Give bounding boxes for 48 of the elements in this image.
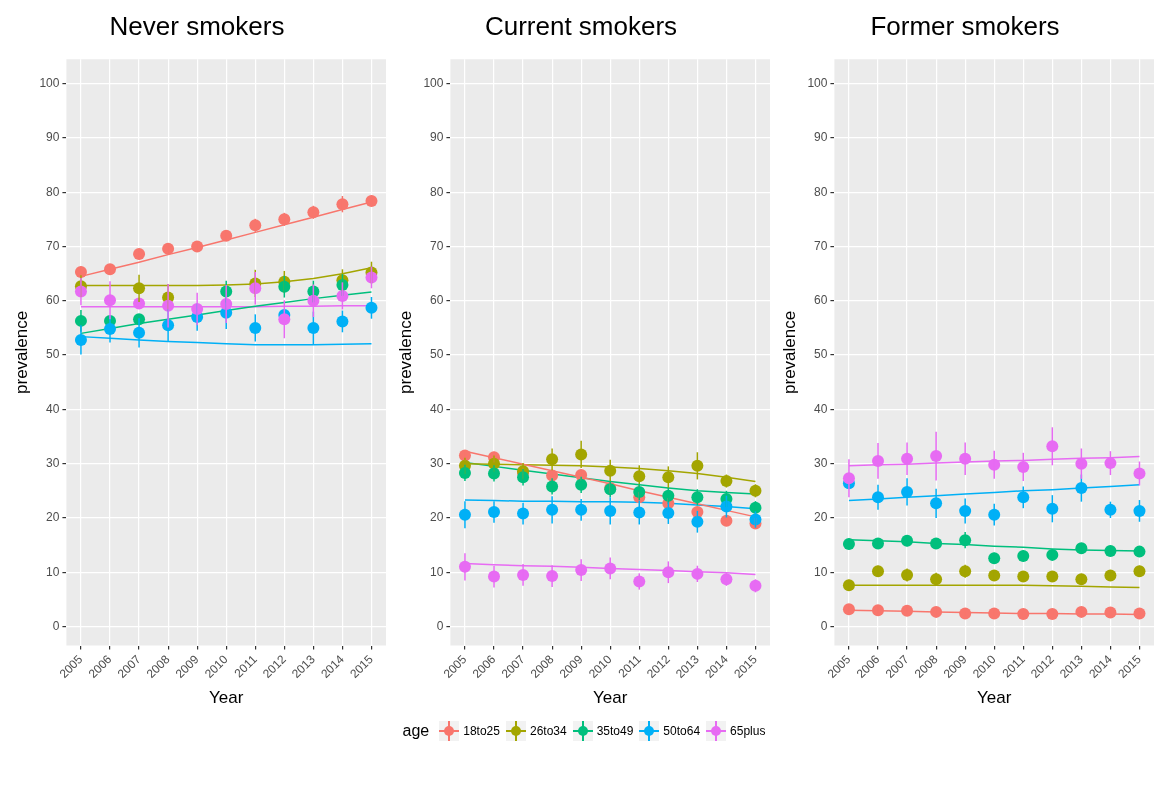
y-tick-label: 50 bbox=[430, 347, 444, 362]
y-tick-label: 70 bbox=[430, 238, 444, 253]
y-tick-label: 20 bbox=[814, 510, 828, 525]
y-tick-label: 90 bbox=[430, 130, 444, 145]
y-tick-label: 80 bbox=[430, 184, 444, 199]
y-tick-label: 90 bbox=[814, 130, 828, 145]
chart-title: Never smokers bbox=[109, 10, 285, 41]
y-axis-title: prevalence bbox=[779, 310, 799, 394]
legend-label: 65plus bbox=[730, 724, 766, 738]
legend-label: 50to64 bbox=[663, 724, 701, 738]
y-tick-label: 80 bbox=[814, 184, 828, 199]
y-tick-label: 10 bbox=[46, 564, 60, 579]
chart-title: Current smokers bbox=[484, 10, 678, 41]
y-tick-label: 60 bbox=[814, 293, 828, 308]
y-tick-label: 60 bbox=[430, 293, 444, 308]
y-tick-label: 40 bbox=[430, 401, 444, 416]
y-tick-label: 90 bbox=[46, 130, 60, 145]
y-tick-label: 0 bbox=[52, 618, 60, 633]
y-tick-label: 20 bbox=[430, 510, 444, 525]
y-axis-title: prevalence bbox=[11, 310, 31, 394]
y-tick-label: 100 bbox=[423, 75, 444, 90]
y-tick-label: 70 bbox=[814, 238, 828, 253]
legend-title: age bbox=[402, 722, 430, 740]
x-axis-title: Year bbox=[593, 688, 628, 708]
legend-label: 35to49 bbox=[596, 724, 634, 738]
legend-label: 26to34 bbox=[529, 724, 567, 738]
y-tick-label: 40 bbox=[46, 401, 60, 416]
y-axis-title: prevalence bbox=[395, 310, 415, 394]
chart-title: Former smokers bbox=[870, 10, 1060, 41]
y-tick-label: 0 bbox=[820, 618, 828, 633]
y-tick-label: 100 bbox=[39, 75, 60, 90]
y-tick-label: 80 bbox=[46, 184, 60, 199]
y-tick-label: 50 bbox=[46, 347, 60, 362]
y-tick-label: 50 bbox=[814, 347, 828, 362]
y-tick-label: 30 bbox=[814, 455, 828, 470]
y-tick-label: 10 bbox=[814, 564, 828, 579]
x-axis-title: Year bbox=[977, 688, 1012, 708]
y-tick-label: 10 bbox=[430, 564, 444, 579]
y-tick-label: 60 bbox=[46, 293, 60, 308]
y-tick-label: 30 bbox=[46, 455, 60, 470]
y-tick-label: 40 bbox=[814, 401, 828, 416]
y-tick-label: 30 bbox=[430, 455, 444, 470]
x-axis-title: Year bbox=[209, 688, 244, 708]
legend-label: 18to25 bbox=[463, 724, 500, 738]
y-tick-label: 20 bbox=[46, 510, 60, 525]
y-tick-label: 0 bbox=[436, 618, 444, 633]
y-tick-label: 100 bbox=[807, 75, 828, 90]
y-tick-label: 70 bbox=[46, 238, 60, 253]
